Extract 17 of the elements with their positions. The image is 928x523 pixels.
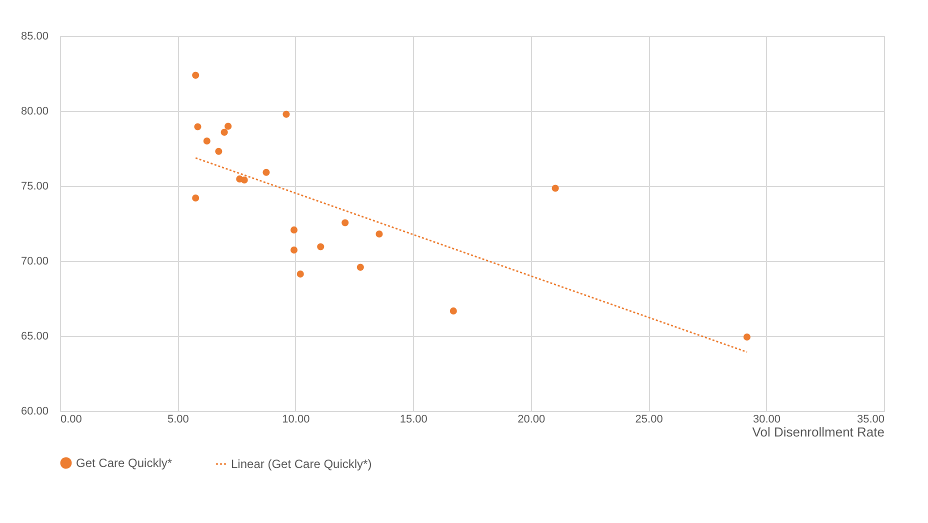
x-tick-label: 0.00 [60,414,82,426]
legend-label: Linear (Get Care Quickly*) [231,457,372,471]
y-tick-label: 65.00 [20,330,48,342]
x-tick-label: 10.00 [282,414,310,426]
x-tick-label: 20.00 [518,414,546,426]
x-tick-label: 5.00 [168,414,189,426]
y-tick-label: 60.00 [20,406,48,418]
y-tick-label: 75.00 [20,180,48,192]
x-tick-label: 30.00 [753,414,781,426]
y-tick-label: 70.00 [20,256,48,268]
x-axis-title: Vol Disenrollment Rate [752,424,884,440]
x-tick-label: 35.00 [856,414,884,426]
y-tick-label: 80.00 [20,106,48,118]
y-tick-label: 85.00 [20,30,48,42]
x-tick-label: 15.00 [400,414,428,426]
x-tick-label: 25.00 [635,414,663,426]
legend-label: Get Care Quickly* [76,456,172,470]
